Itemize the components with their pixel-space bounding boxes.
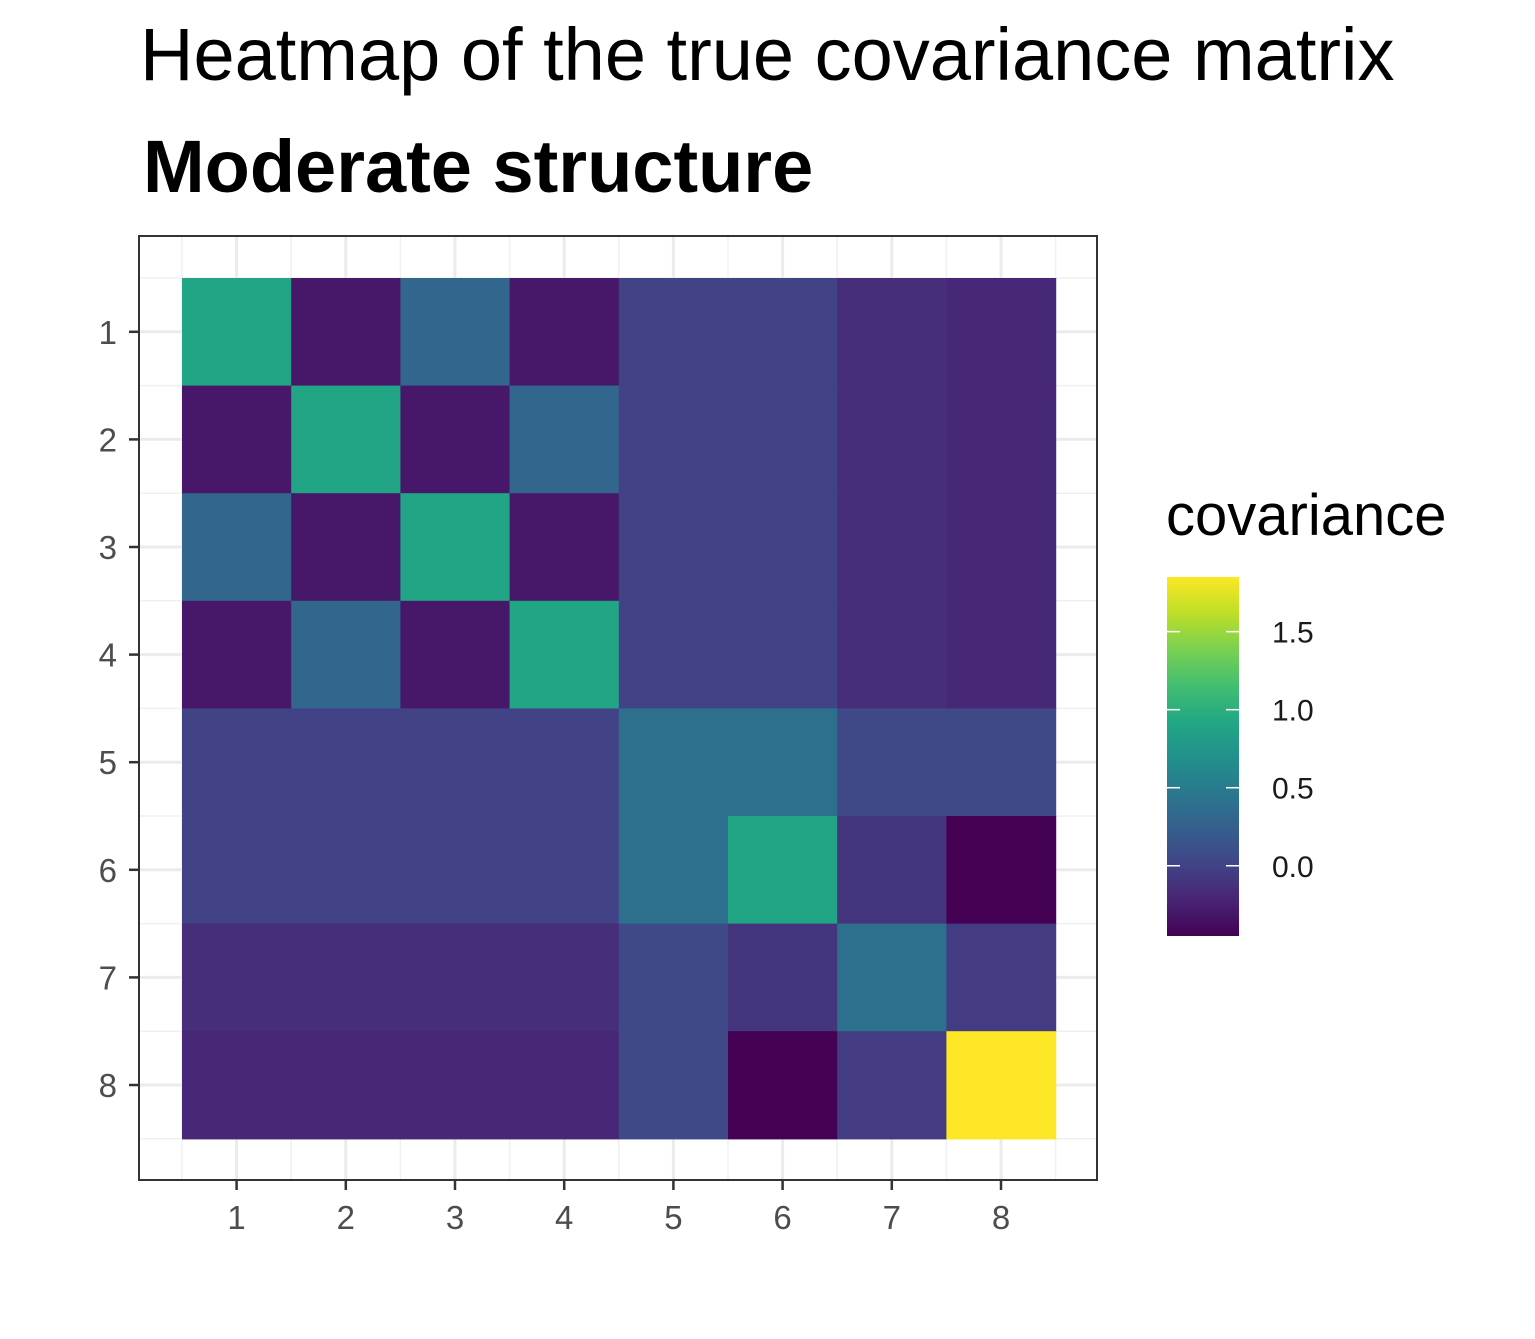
heatmap-cell xyxy=(837,493,947,602)
heatmap-cell xyxy=(618,923,729,1032)
heatmap-cell xyxy=(400,708,511,817)
y-tick-label: 4 xyxy=(99,637,117,674)
heatmap-cell xyxy=(509,816,620,925)
heatmap-cell xyxy=(946,278,1057,387)
legend-colorbar xyxy=(1167,577,1239,936)
heatmap-cell xyxy=(291,1031,401,1140)
heatmap-cell xyxy=(837,600,947,709)
legend-ticks: 1.5 1.0 0.5 0.0 xyxy=(1167,617,1314,884)
y-tick-label: 1 xyxy=(99,314,117,351)
heatmap-cell xyxy=(182,1031,292,1140)
x-tick-label: 2 xyxy=(337,1199,355,1236)
heatmap-cell xyxy=(509,385,620,494)
heatmap-cell xyxy=(946,493,1057,602)
x-tick-label: 8 xyxy=(992,1199,1010,1236)
heatmap-cell xyxy=(618,493,729,602)
heatmap-cell xyxy=(618,600,729,709)
heatmap-cell xyxy=(946,385,1057,494)
heatmap-cells xyxy=(182,278,1057,1140)
legend-tick-label: 0.0 xyxy=(1272,851,1314,884)
heatmap-cell xyxy=(509,278,620,387)
y-tick-label: 6 xyxy=(99,852,117,889)
heatmap-cell xyxy=(400,278,511,387)
heatmap-cell xyxy=(618,816,729,925)
x-axis: 1 2 3 4 5 6 7 8 xyxy=(227,1180,1010,1236)
heatmap-cell xyxy=(509,708,620,817)
heatmap-cell xyxy=(400,385,511,494)
heatmap-cell xyxy=(291,385,401,494)
y-axis: 1 2 3 4 5 6 7 8 xyxy=(99,314,139,1104)
heatmap-cell xyxy=(946,1031,1057,1140)
heatmap-cell xyxy=(946,708,1057,817)
heatmap-cell xyxy=(509,600,620,709)
x-tick-label: 5 xyxy=(664,1199,682,1236)
heatmap-cell xyxy=(509,923,620,1032)
heatmap-cell xyxy=(837,708,947,817)
heatmap-cell xyxy=(400,1031,511,1140)
legend-tick-label: 1.0 xyxy=(1272,695,1314,728)
heatmap-cell xyxy=(509,493,620,602)
heatmap-cell xyxy=(837,278,947,387)
heatmap-cell xyxy=(837,923,947,1032)
heatmap-cell xyxy=(400,493,511,602)
heatmap-cell xyxy=(509,1031,620,1140)
panel-border xyxy=(138,235,1098,1181)
legend-tick-label: 0.5 xyxy=(1272,773,1314,806)
heatmap-cell xyxy=(837,1031,947,1140)
heatmap-cell xyxy=(182,600,292,709)
heatmap-cell xyxy=(946,600,1057,709)
heatmap-cell xyxy=(728,708,838,817)
heatmap-cell xyxy=(291,708,401,817)
y-tick-label: 2 xyxy=(99,421,117,458)
heatmap-cell xyxy=(946,816,1057,925)
heatmap-cell xyxy=(728,493,838,602)
heatmap-cell xyxy=(182,385,292,494)
legend: covariance 1.5 1.0 0.5 0.0 xyxy=(1166,483,1446,936)
heatmap-cell xyxy=(291,816,401,925)
heatmap-cell xyxy=(728,923,838,1032)
heatmap-cell xyxy=(182,816,292,925)
legend-tick-label: 1.5 xyxy=(1272,617,1314,650)
heatmap-cell xyxy=(728,600,838,709)
heatmap-cell xyxy=(400,600,511,709)
y-tick-label: 5 xyxy=(99,744,117,781)
heatmap-cell xyxy=(618,278,729,387)
heatmap-cell xyxy=(291,600,401,709)
heatmap-cell xyxy=(182,278,292,387)
heatmap-cell xyxy=(182,493,292,602)
heatmap-cell xyxy=(618,708,729,817)
x-tick-label: 7 xyxy=(883,1199,901,1236)
heatmap-cell xyxy=(618,385,729,494)
heatmap-cell xyxy=(837,385,947,494)
heatmap-cell xyxy=(837,816,947,925)
y-tick-label: 3 xyxy=(99,529,117,566)
heatmap-cell xyxy=(291,278,401,387)
heatmap-cell xyxy=(618,1031,729,1140)
heatmap-cell xyxy=(728,278,838,387)
chart-subtitle: Moderate structure xyxy=(143,125,813,208)
heatmap-cell xyxy=(728,1031,838,1140)
x-tick-label: 4 xyxy=(555,1199,573,1236)
heatmap-cell xyxy=(291,923,401,1032)
chart-title: Heatmap of the true covariance matrix xyxy=(140,13,1394,96)
heatmap-cell xyxy=(400,923,511,1032)
x-tick-label: 6 xyxy=(773,1199,791,1236)
heatmap-cell xyxy=(400,816,511,925)
heatmap-cell xyxy=(182,708,292,817)
heatmap-cell xyxy=(728,385,838,494)
x-tick-label: 3 xyxy=(446,1199,464,1236)
heatmap-cell xyxy=(291,493,401,602)
y-tick-label: 8 xyxy=(99,1067,117,1104)
heatmap-cell xyxy=(946,923,1057,1032)
legend-title: covariance xyxy=(1166,483,1446,548)
heatmap-cell xyxy=(728,816,838,925)
heatmap-cell xyxy=(182,923,292,1032)
x-tick-label: 1 xyxy=(227,1199,245,1236)
y-tick-label: 7 xyxy=(99,959,117,996)
